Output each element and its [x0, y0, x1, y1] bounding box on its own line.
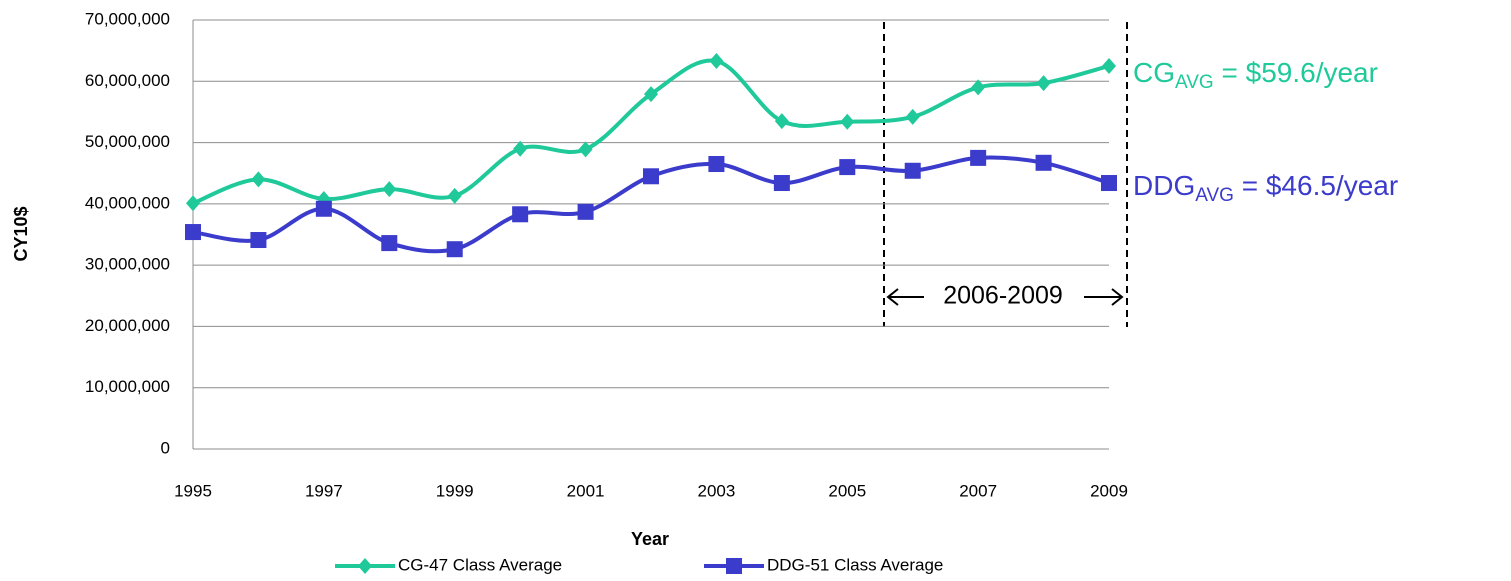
y-tick-label: 20,000,000: [85, 316, 170, 335]
marker: [578, 141, 593, 158]
marker: [446, 241, 463, 258]
annotation: CGAVG = $59.6/year: [1133, 57, 1378, 93]
y-tick-label: 0: [161, 438, 170, 457]
marker: [644, 86, 658, 103]
marker: [839, 159, 856, 176]
marker: [708, 156, 725, 173]
marker: [577, 203, 594, 220]
x-tick-label: 2001: [567, 481, 605, 500]
marker: [381, 235, 398, 252]
marker: [709, 53, 724, 70]
annotation-text: CG: [1133, 57, 1175, 88]
range-arrows: [886, 288, 1124, 306]
marker: [382, 181, 397, 198]
marker: [971, 79, 986, 96]
marker: [970, 149, 987, 166]
marker: [1102, 57, 1116, 74]
marker: [1035, 154, 1052, 171]
y-tick-label: 40,000,000: [85, 193, 170, 212]
y-tick-label: 60,000,000: [85, 71, 170, 90]
marker: [905, 108, 920, 125]
x-tick-label: 2005: [828, 481, 866, 500]
marker: [251, 171, 266, 188]
marker: [513, 140, 528, 157]
range-label: 2006-2009: [943, 282, 1063, 310]
x-tick-label: 2009: [1090, 481, 1128, 500]
y-tick-label: 50,000,000: [85, 132, 170, 151]
x-tick-label: 1999: [436, 481, 474, 500]
x-tick-label: 2007: [959, 481, 997, 500]
marker: [904, 162, 921, 179]
marker: [186, 195, 200, 212]
marker: [185, 224, 201, 241]
x-tick-label: 1997: [305, 481, 343, 500]
x-axis-label: Year: [631, 529, 669, 549]
marker: [447, 187, 462, 204]
annotation: DDGAVG = $46.5/year: [1133, 170, 1398, 206]
marker: [315, 200, 332, 217]
marker: [643, 168, 659, 185]
legend-marker: [726, 558, 742, 574]
y-tick-label: 70,000,000: [85, 9, 170, 28]
marker: [1036, 75, 1051, 92]
marker: [774, 113, 789, 130]
x-tick-label: 2003: [698, 481, 736, 500]
legend-label: CG-47 Class Average: [398, 555, 562, 574]
annotation-sub: AVG: [1195, 185, 1234, 206]
marker: [512, 206, 529, 223]
y-tick-label: 30,000,000: [85, 255, 170, 274]
marker: [250, 232, 267, 249]
annotation-rest: = $59.6/year: [1214, 57, 1378, 88]
marker: [1101, 175, 1117, 192]
y-tick-label: 10,000,000: [85, 377, 170, 396]
annotation-sub: AVG: [1175, 72, 1214, 93]
marker: [773, 175, 790, 192]
marker: [840, 113, 855, 130]
x-tick-label: 1995: [174, 481, 212, 500]
y-axis-label: CY10$: [11, 206, 31, 261]
annotation-text: DDG: [1133, 170, 1195, 201]
annotation-rest: = $46.5/year: [1234, 170, 1398, 201]
legend-marker: [358, 558, 372, 574]
legend-label: DDG-51 Class Average: [767, 555, 943, 574]
